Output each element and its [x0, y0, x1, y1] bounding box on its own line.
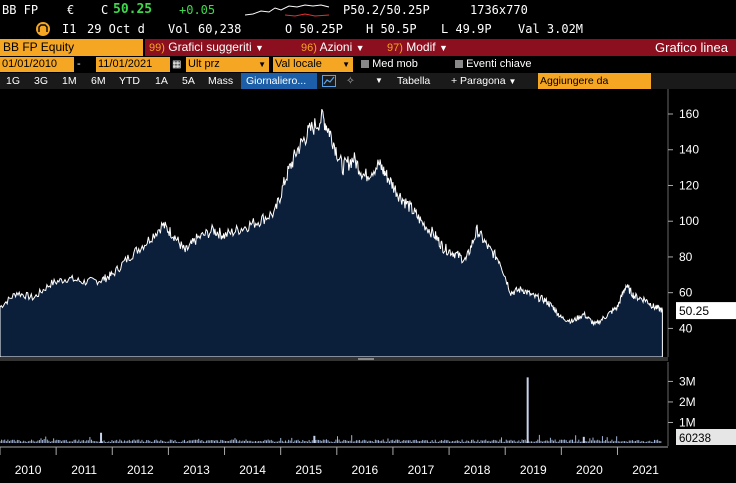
- volume-label: Vol: [168, 22, 190, 36]
- compare-button[interactable]: + Paragona ▼: [451, 75, 517, 87]
- price-tick-label: 120: [679, 178, 699, 192]
- year-tick-label: 2013: [183, 463, 210, 477]
- high-price: H 50.5P: [366, 22, 417, 36]
- filters-bar: 01/01/2010 - 11/01/2021 ▦ Ult prz ▼ Val …: [0, 57, 736, 72]
- date-separator: -: [77, 58, 81, 70]
- market-status-icon: [36, 22, 50, 36]
- period-bar: 1G 3G 1M 6M YTD 1A 5A Mass Giornaliero..…: [0, 73, 736, 89]
- sparkline-icon: [245, 4, 330, 17]
- dropdown-arrow-icon: ▼: [254, 43, 264, 53]
- traded-value: Val 3.02M: [518, 22, 584, 36]
- suggested-charts-menu[interactable]: 99) Grafici suggeriti ▼: [149, 40, 264, 54]
- year-tick-label: 2016: [352, 463, 379, 477]
- close-label: C: [101, 3, 109, 17]
- open-price: O 50.25P: [285, 22, 343, 36]
- price-field-select[interactable]: Ult prz ▼: [186, 57, 269, 72]
- price-area: [0, 108, 663, 358]
- volume-tick-label: 3M: [679, 374, 696, 388]
- actions-menu[interactable]: 96) Azioni ▼: [301, 40, 365, 54]
- quote-line-1: BB FP € C 50.25 +0.05 P50.2/50.25P 1736x…: [0, 0, 736, 20]
- ticker: BB FP: [2, 3, 39, 17]
- volume-axis: 1M 2M 3M: [667, 362, 696, 446]
- dropdown-arrow-icon: ▼: [258, 60, 266, 69]
- price-tick-label: 160: [679, 107, 699, 121]
- volume-pane: [0, 377, 662, 443]
- add-from-field[interactable]: Aggiungere da: [538, 73, 651, 89]
- chart-type-label: Grafico linea: [655, 40, 728, 55]
- year-tick-label: 2012: [127, 463, 154, 477]
- period-ytd[interactable]: YTD: [119, 75, 140, 87]
- year-tick-label: 2020: [576, 463, 603, 477]
- dropdown-arrow-icon: ▼: [342, 60, 350, 69]
- edit-menu[interactable]: 97) Modif ▼: [387, 40, 448, 54]
- period-1g[interactable]: 1G: [6, 75, 21, 87]
- volume-value: 60,238: [198, 22, 242, 36]
- period-max[interactable]: Mass: [208, 75, 234, 87]
- year-tick-label: 2021: [632, 463, 659, 477]
- moving-average-toggle[interactable]: Med mob: [361, 57, 418, 72]
- price-axis: 40 60 80 100 120 140 160: [667, 89, 699, 357]
- frequency-select[interactable]: Giornaliero...: [241, 73, 317, 89]
- volume-tick-label: 1M: [679, 415, 696, 429]
- date-from-field[interactable]: 01/01/2010: [0, 57, 74, 72]
- last-volume-value: 60238: [679, 433, 711, 445]
- table-button[interactable]: Tabella: [397, 75, 431, 87]
- calendar-icon[interactable]: ▦: [172, 59, 182, 70]
- volume-tick-label: 2M: [679, 395, 696, 409]
- period-1a[interactable]: 1A: [155, 75, 168, 87]
- year-tick-label: 2017: [408, 463, 435, 477]
- last-volume-label: 60238: [676, 429, 736, 445]
- year-tick-label: 2018: [464, 463, 491, 477]
- date-to-field[interactable]: 11/01/2021: [96, 57, 170, 72]
- year-tick-label: 2014: [239, 463, 266, 477]
- year-tick-label: 2011: [71, 463, 97, 477]
- price-chart[interactable]: 40 60 80 100 120 140 160 50.25 1M 2M 3M 60238 20…: [0, 89, 736, 483]
- toolbar: BB FP Equity 99) Grafici suggeriti ▼ 96)…: [0, 39, 736, 56]
- price-tick-label: 60: [679, 286, 693, 300]
- close-value: 50.25: [113, 2, 153, 17]
- checkbox-icon: [455, 60, 463, 69]
- period-5a[interactable]: 5A: [182, 75, 195, 87]
- period-1m[interactable]: 1M: [62, 75, 77, 87]
- dropdown-arrow-icon: ▼: [438, 43, 448, 53]
- price-tick-label: 80: [679, 250, 693, 264]
- low-price: L 49.9P: [441, 22, 492, 36]
- checkbox-icon: [361, 60, 369, 69]
- currency-select[interactable]: Val locale ▼: [273, 57, 353, 72]
- splitter-handle-icon[interactable]: [358, 358, 374, 360]
- year-tick-label: 2019: [520, 463, 547, 477]
- bid-ask: P50.2/50.25P: [343, 3, 430, 17]
- quote-line-2: I1 29 Oct d Vol 60,238 O 50.25P H 50.5P …: [0, 20, 736, 38]
- quote-date: 29 Oct d: [87, 22, 145, 36]
- change: +0.05: [179, 3, 216, 17]
- price-tick-label: 40: [679, 321, 693, 335]
- menu-bar: [145, 39, 736, 56]
- key-events-toggle[interactable]: Eventi chiave: [455, 57, 532, 72]
- last-price-label: 50.25: [676, 302, 736, 320]
- price-tick-label: 140: [679, 143, 699, 157]
- period-3g[interactable]: 3G: [34, 75, 49, 87]
- pane-splitter[interactable]: [0, 357, 668, 361]
- year-tick-label: 2015: [295, 463, 322, 477]
- year-tick-label: 2010: [15, 463, 42, 477]
- last-price-value: 50.25: [679, 304, 709, 318]
- dropdown-arrow-icon: ▼: [355, 43, 365, 53]
- dropdown-arrow-icon: ▼: [508, 77, 517, 86]
- line-chart-icon[interactable]: [322, 73, 338, 89]
- security-field[interactable]: BB FP Equity: [0, 39, 143, 56]
- bid-ask-size: 1736x770: [470, 3, 528, 17]
- market-code: I1: [62, 22, 77, 36]
- price-tick-label: 100: [679, 214, 699, 228]
- period-6m[interactable]: 6M: [91, 75, 106, 87]
- dropdown-arrow-icon[interactable]: ▼: [375, 76, 383, 85]
- crosshair-icon[interactable]: ✧: [346, 75, 355, 87]
- x-axis: 2010 2011 2012 2013 2014 2015 2016 2017 2018 2019…: [0, 446, 736, 483]
- currency: €: [67, 3, 75, 17]
